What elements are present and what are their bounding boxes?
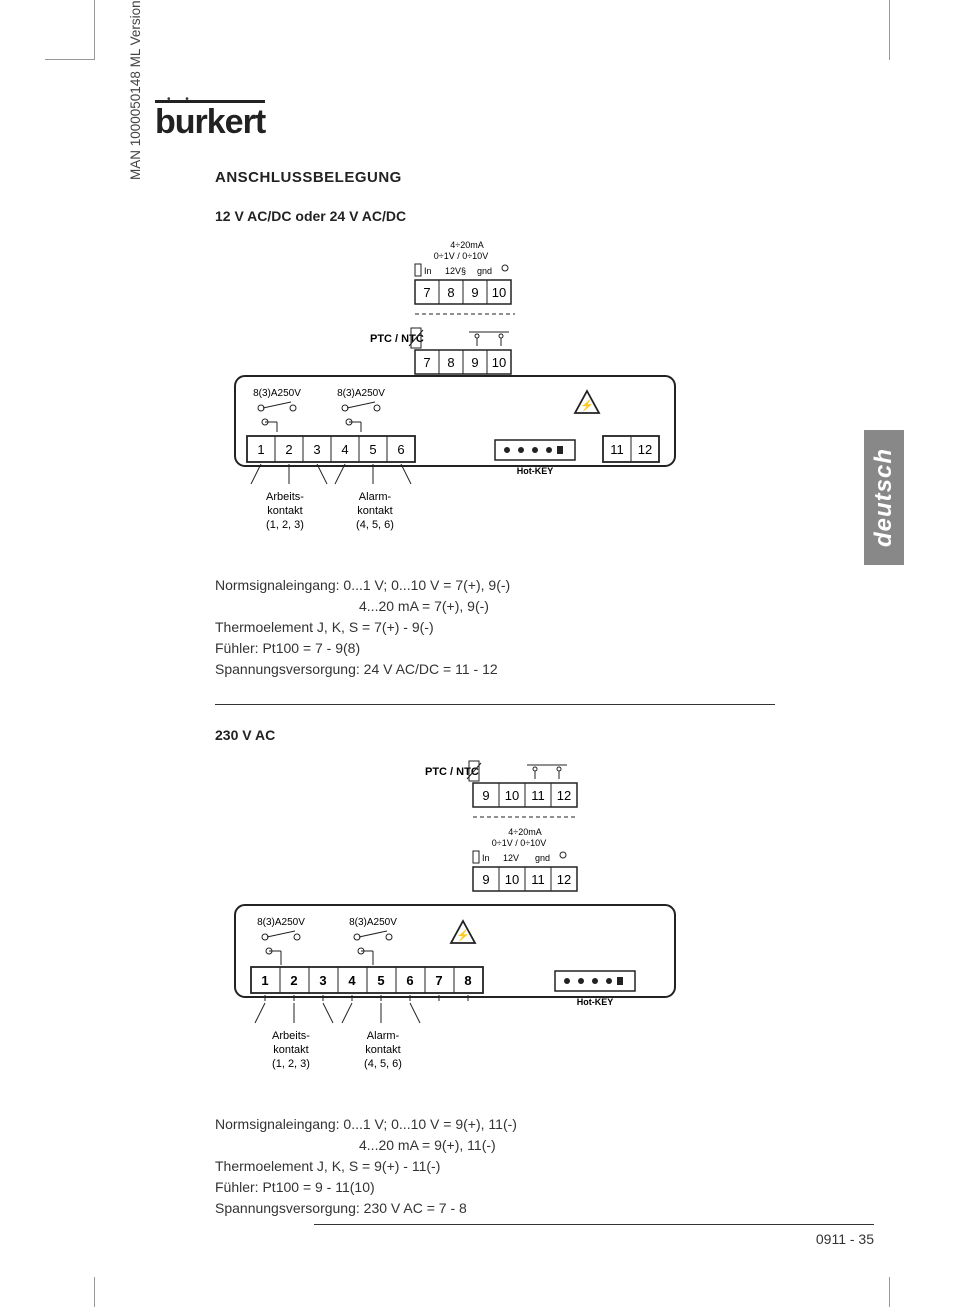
divider [215, 704, 775, 705]
svg-text:8(3)A250V: 8(3)A250V [257, 917, 305, 928]
warning-icon: ⚡ [451, 921, 475, 943]
svg-text:12: 12 [557, 872, 571, 887]
svg-text:9: 9 [471, 285, 478, 300]
page-content: • • burkert ANSCHLUSSBELEGUNG 12 V AC/DC… [155, 100, 855, 1219]
svg-text:10: 10 [505, 788, 519, 803]
document-meta-sidebar: MAN 1000050148 ML Version: E Status: RL … [128, 0, 143, 180]
crop-mark [889, 0, 909, 60]
svg-text:Hot-KEY: Hot-KEY [577, 997, 614, 1007]
svg-text:(1, 2, 3): (1, 2, 3) [272, 1058, 310, 1070]
svg-text:8(3)A250V: 8(3)A250V [337, 388, 385, 399]
section2-title: 230 V AC [215, 727, 775, 743]
svg-text:⚡: ⚡ [456, 929, 470, 942]
svg-text:5: 5 [369, 442, 376, 457]
label: gnd [477, 266, 492, 276]
svg-text:10: 10 [505, 872, 519, 887]
svg-text:7: 7 [423, 355, 430, 370]
svg-text:9: 9 [482, 788, 489, 803]
svg-text:9: 9 [471, 355, 478, 370]
svg-text:kontakt: kontakt [357, 505, 392, 517]
svg-text:Hot-KEY: Hot-KEY [517, 466, 554, 476]
spec-line: Fühler: Pt100 = 9 - 11(10) [215, 1177, 775, 1198]
wiring-diagram-12v: 4÷20mA 0÷1V / 0÷10V In 12V§ gnd 7 8 [215, 236, 775, 561]
svg-text:⚡: ⚡ [580, 399, 594, 412]
svg-text:8(3)A250V: 8(3)A250V [253, 388, 301, 399]
svg-text:Arbeits-: Arbeits- [266, 491, 304, 503]
crop-mark [889, 1277, 909, 1307]
spec-line: Spannungsversorgung: 230 V AC = 7 - 8 [215, 1198, 775, 1219]
svg-text:Alarm-: Alarm- [359, 491, 392, 503]
svg-text:2: 2 [285, 442, 292, 457]
svg-text:1: 1 [257, 442, 264, 457]
svg-text:10: 10 [492, 285, 506, 300]
svg-text:12V: 12V [503, 853, 519, 863]
spec-line: Normsignaleingang: 0...1 V; 0...10 V = 9… [215, 1114, 775, 1135]
label: 4÷20mA [450, 240, 483, 250]
spec-line: Thermoelement J, K, S = 9(+) - 11(-) [215, 1156, 775, 1177]
svg-text:12: 12 [557, 788, 571, 803]
crop-mark [45, 1277, 95, 1307]
spec-line: Fühler: Pt100 = 7 - 9(8) [215, 638, 775, 659]
svg-text:7: 7 [423, 285, 430, 300]
spec-line: Normsignaleingang: 0...1 V; 0...10 V = 7… [215, 575, 775, 596]
svg-text:1: 1 [261, 973, 268, 988]
warning-icon: ⚡ [575, 391, 599, 413]
crop-mark [45, 0, 95, 60]
svg-text:PTC / NTC: PTC / NTC [425, 766, 479, 778]
svg-text:8(3)A250V: 8(3)A250V [349, 917, 397, 928]
svg-text:(1, 2, 3): (1, 2, 3) [266, 519, 304, 531]
svg-text:6: 6 [406, 973, 413, 988]
svg-text:11: 11 [531, 788, 545, 803]
label: 12V§ [445, 266, 466, 276]
svg-text:12: 12 [638, 442, 652, 457]
svg-text:Arbeits-: Arbeits- [272, 1030, 310, 1042]
spec-line: 4...20 mA = 7(+), 9(-) [215, 596, 775, 617]
svg-text:0÷1V / 0÷10V: 0÷1V / 0÷10V [492, 838, 546, 848]
page-footer: 0911 - 35 [314, 1224, 874, 1247]
page-title: ANSCHLUSSBELEGUNG [215, 169, 775, 186]
svg-text:8: 8 [464, 973, 471, 988]
language-tab: deutsch [864, 430, 904, 565]
svg-text:4: 4 [348, 973, 356, 988]
label: 0÷1V / 0÷10V [434, 251, 488, 261]
svg-text:kontakt: kontakt [267, 505, 302, 517]
svg-text:(4, 5, 6): (4, 5, 6) [364, 1058, 402, 1070]
svg-text:7: 7 [435, 973, 442, 988]
svg-text:8: 8 [447, 285, 454, 300]
svg-text:6: 6 [397, 442, 404, 457]
svg-text:In: In [482, 853, 490, 863]
svg-text:kontakt: kontakt [365, 1044, 400, 1056]
section1-title: 12 V AC/DC oder 24 V AC/DC [215, 208, 775, 224]
spec-line: Thermoelement J, K, S = 7(+) - 9(-) [215, 617, 775, 638]
svg-text:kontakt: kontakt [273, 1044, 308, 1056]
wiring-diagram-230v: PTC / NTC 9 10 11 12 [215, 755, 775, 1100]
svg-text:3: 3 [313, 442, 320, 457]
svg-text:5: 5 [377, 973, 384, 988]
svg-text:11: 11 [531, 872, 545, 887]
section2-specs: Normsignaleingang: 0...1 V; 0...10 V = 9… [215, 1114, 775, 1219]
svg-text:3: 3 [319, 973, 326, 988]
svg-text:Alarm-: Alarm- [367, 1030, 400, 1042]
logo: • • burkert [155, 100, 855, 139]
svg-text:10: 10 [492, 355, 506, 370]
svg-text:4÷20mA: 4÷20mA [508, 827, 541, 837]
label: In [424, 266, 432, 276]
svg-text:9: 9 [482, 872, 489, 887]
spec-line: Spannungsversorgung: 24 V AC/DC = 11 - 1… [215, 659, 775, 680]
section1-specs: Normsignaleingang: 0...1 V; 0...10 V = 7… [215, 575, 775, 680]
svg-text:4: 4 [341, 442, 348, 457]
spec-line: 4...20 mA = 9(+), 11(-) [215, 1135, 775, 1156]
svg-text:11: 11 [610, 442, 624, 457]
svg-text:gnd: gnd [535, 853, 550, 863]
svg-text:8: 8 [447, 355, 454, 370]
svg-text:2: 2 [290, 973, 297, 988]
svg-text:(4, 5, 6): (4, 5, 6) [356, 519, 394, 531]
